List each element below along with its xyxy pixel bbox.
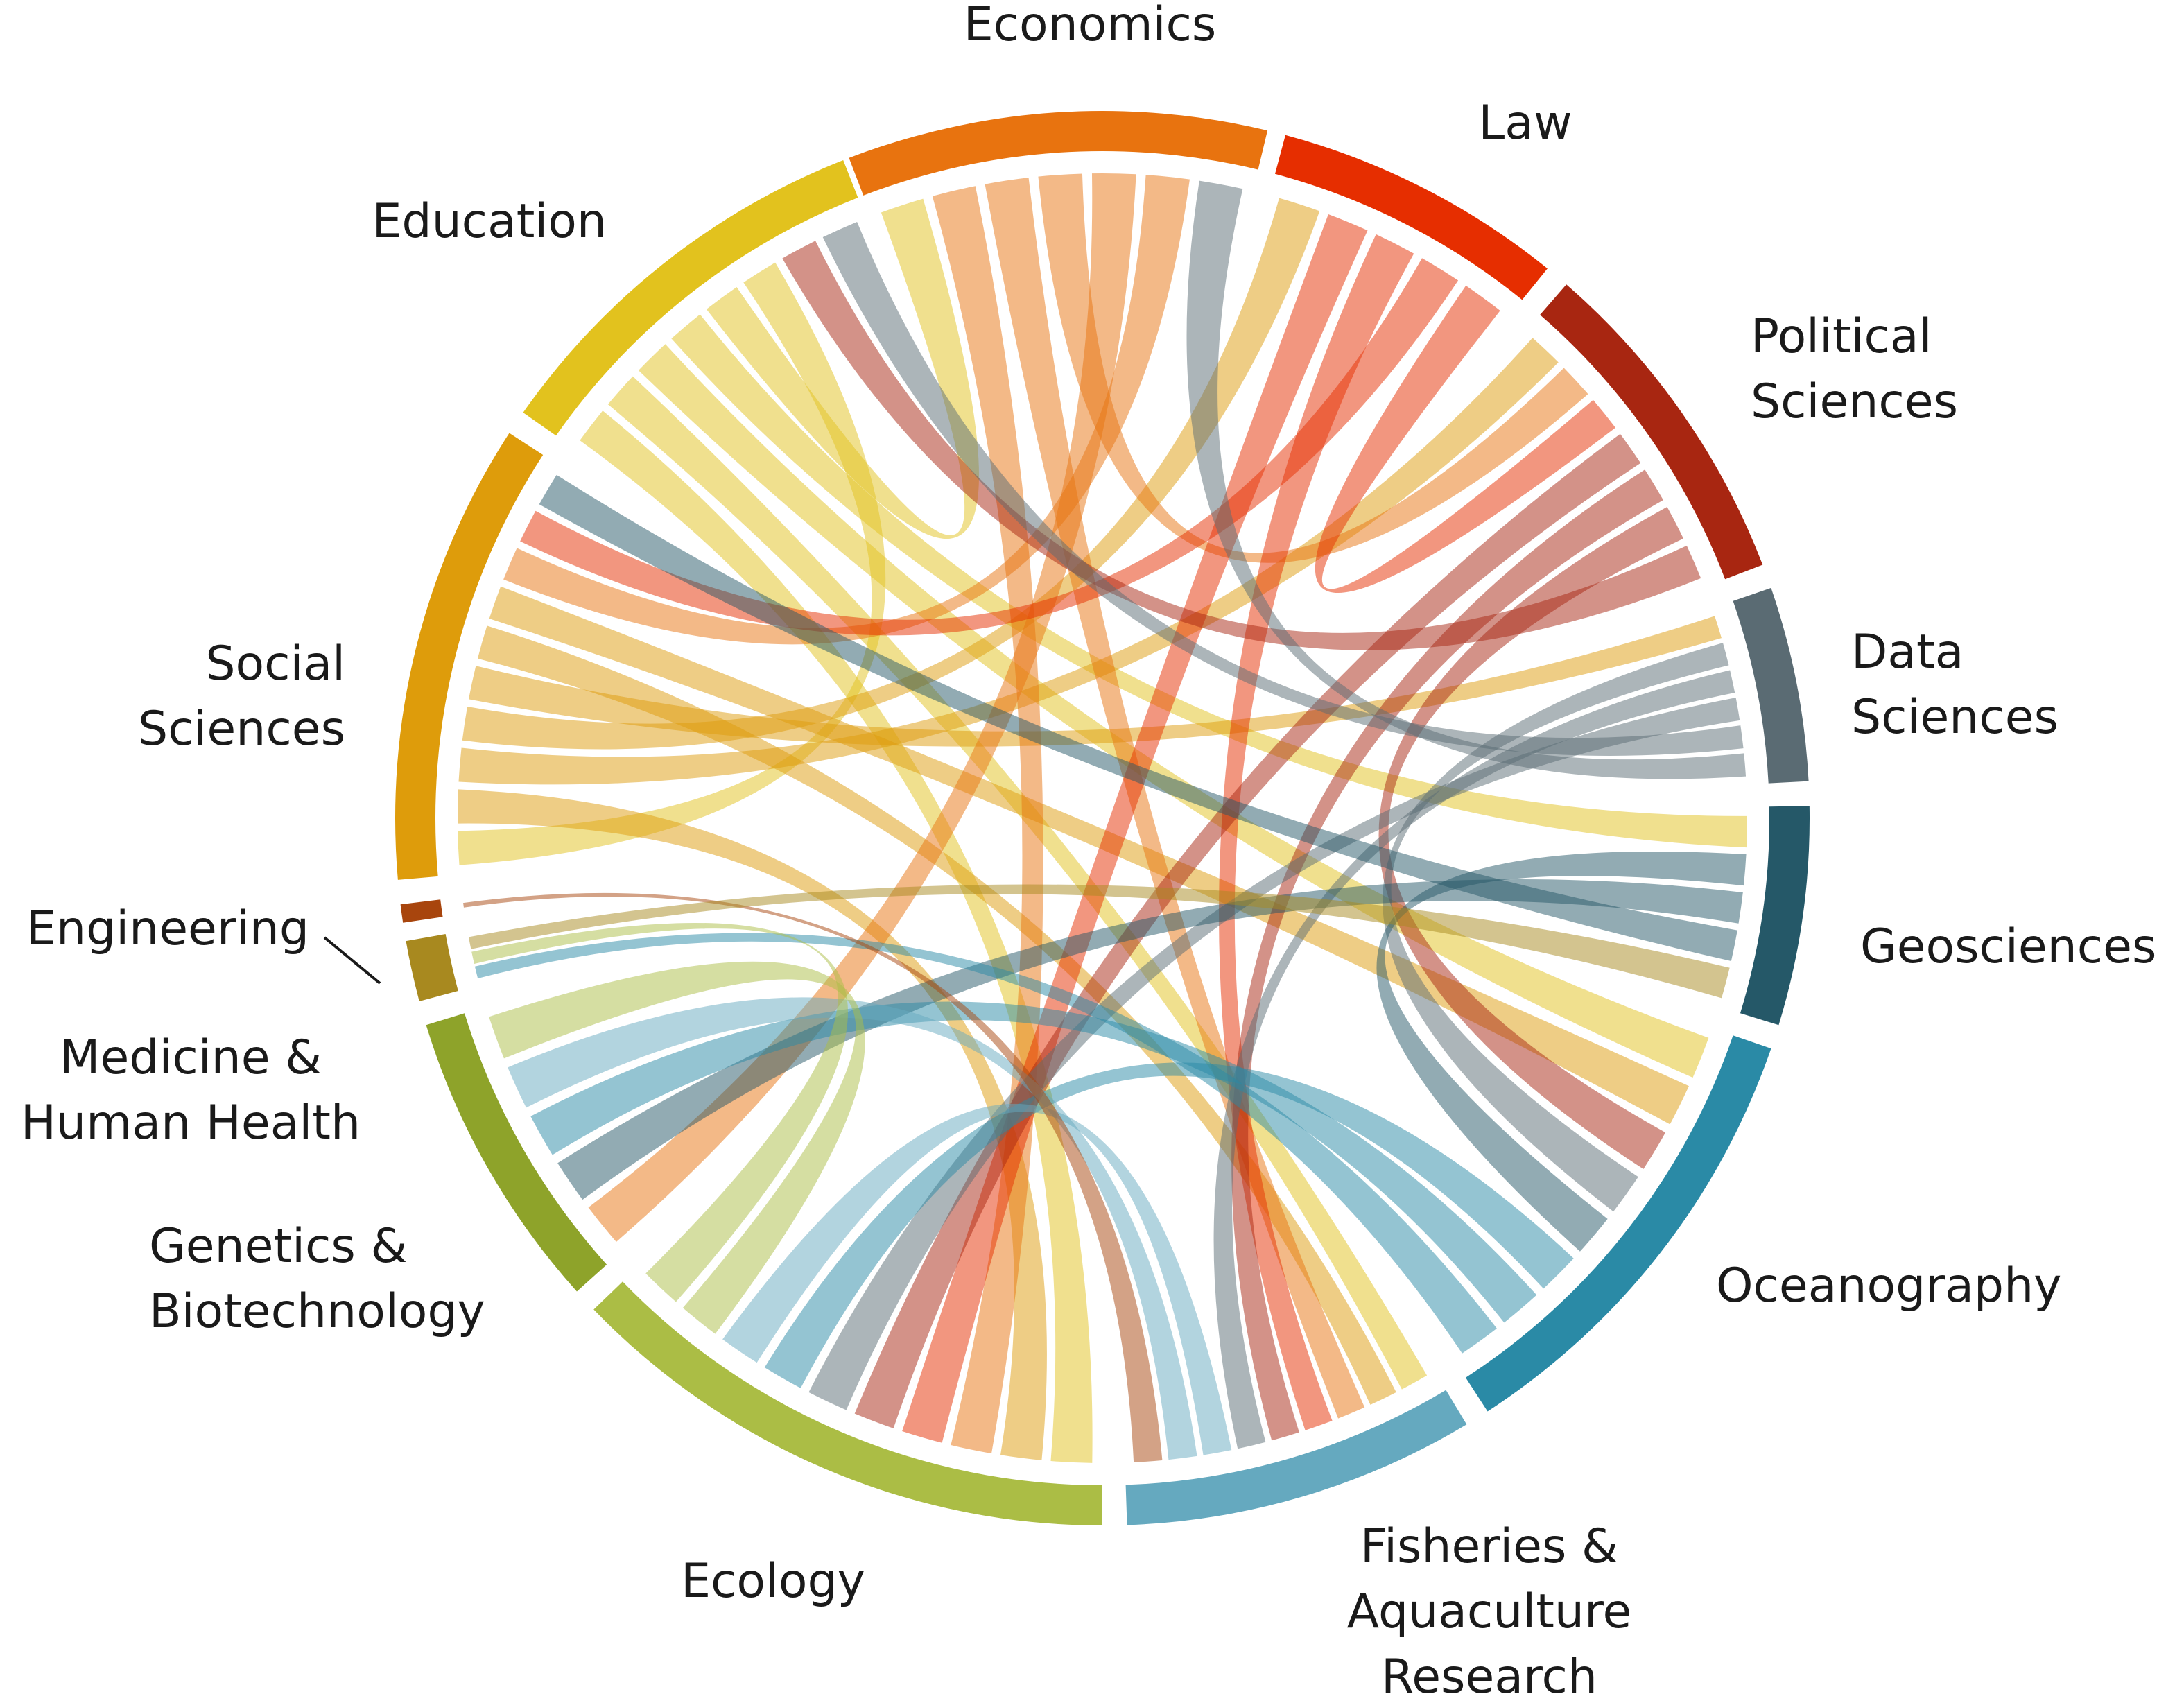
segment-label-line: Genetics & — [149, 1219, 407, 1274]
ribbon-education-economics — [706, 198, 979, 539]
segment-label-line: Human Health — [21, 1096, 361, 1150]
segment-label-line: Ecology — [681, 1554, 865, 1609]
segment-label-education: Education — [372, 194, 607, 249]
ribbon-fisheries-ecology — [722, 1103, 1232, 1455]
ribbon-ecology-genetics — [489, 961, 865, 1334]
ribbon-layer — [458, 173, 1747, 1463]
segment-label-line: Sciences — [1851, 690, 2059, 745]
segment-arc-law — [1274, 135, 1548, 300]
ribbon-economics-fisheries — [985, 178, 1365, 1419]
segment-arc-social — [395, 433, 544, 880]
segment-label-line: Fisheries & — [1360, 1519, 1618, 1574]
segment-label-line: Political — [1751, 309, 1932, 364]
segment-label-ecology: Ecology — [681, 1554, 865, 1609]
segment-label-fisheries: Fisheries & Aquaculture Research — [1347, 1519, 1632, 1703]
ribbon-law-political — [1315, 285, 1616, 594]
segment-arc-geo — [1740, 806, 1810, 1026]
engineering-leader-line — [323, 936, 381, 985]
segment-label-line: Research — [1381, 1650, 1597, 1703]
segment-label-data: Data Sciences — [1851, 625, 2059, 745]
segment-arc-ocean — [1465, 1035, 1771, 1412]
segment-label-line: Aquaculture — [1347, 1584, 1632, 1639]
segment-label-social: Social Sciences — [138, 637, 345, 757]
ribbon-engineering-fisheries — [463, 892, 1163, 1462]
segment-arc-data — [1733, 587, 1809, 784]
segment-label-line: Sciences — [1751, 374, 1958, 429]
ribbon-political-education — [782, 241, 1701, 650]
ribbon-data-ocean — [1383, 643, 1729, 1212]
ribbon-data-education — [822, 221, 1744, 756]
segment-label-ocean: Oceanography — [1716, 1259, 2061, 1313]
segment-arc-genetics — [426, 1013, 607, 1292]
ribbon-social-ocean — [489, 586, 1689, 1125]
segment-arc-ecology — [593, 1281, 1102, 1525]
ribbon-geo-social — [539, 474, 1737, 961]
ribbon-ocean-ecology — [764, 1062, 1574, 1388]
segment-label-political: Political Sciences — [1751, 309, 1958, 429]
segment-arc-education — [523, 159, 858, 436]
ribbon-economics-social — [503, 175, 1190, 645]
segment-label-line: Medicine & — [60, 1030, 322, 1085]
segment-arc-fisheries — [1125, 1390, 1467, 1525]
segment-label-geo: Geosciences — [1860, 919, 2156, 974]
segment-label-genetics: Genetics & Biotechnology — [149, 1219, 485, 1339]
segment-arc-engineering — [400, 899, 443, 923]
segment-label-law: Law — [1478, 96, 1572, 150]
ribbon-ocean-medicine — [474, 933, 1497, 1354]
ribbon-social-ecology — [458, 789, 1047, 1460]
segment-arc-layer — [395, 111, 1810, 1525]
ribbon-political-ocean — [1378, 507, 1683, 1169]
segment-label-line: Law — [1478, 96, 1572, 150]
segment-arc-economics — [849, 111, 1268, 196]
segment-label-economics: Economics — [964, 0, 1217, 52]
segment-arc-medicine — [406, 934, 458, 1001]
segment-label-line: Education — [372, 194, 607, 249]
segment-label-layer: Economics Law Political Sciences Data Science… — [21, 0, 2157, 1703]
ribbon-law-fisheries — [1219, 234, 1414, 1430]
ribbon-medicine-geo — [468, 884, 1730, 999]
segment-label-line: Economics — [964, 0, 1217, 52]
ribbon-education-ocean — [638, 344, 1709, 1078]
ribbon-education-ecology — [580, 410, 1093, 1463]
segment-label-engineering: Engineering — [26, 901, 309, 956]
segment-label-line: Social — [205, 637, 345, 691]
segment-label-medicine: Medicine & Human Health — [21, 1030, 361, 1150]
segment-label-line: Engineering — [26, 901, 309, 956]
segment-label-line: Geosciences — [1860, 919, 2156, 974]
segment-label-line: Oceanography — [1716, 1259, 2061, 1313]
segment-label-line: Biotechnology — [149, 1284, 485, 1339]
segment-label-line: Data — [1851, 625, 1964, 680]
segment-arc-political — [1540, 284, 1763, 580]
ribbon-fisheries-genetics — [508, 997, 1197, 1460]
segment-label-line: Sciences — [138, 702, 345, 757]
